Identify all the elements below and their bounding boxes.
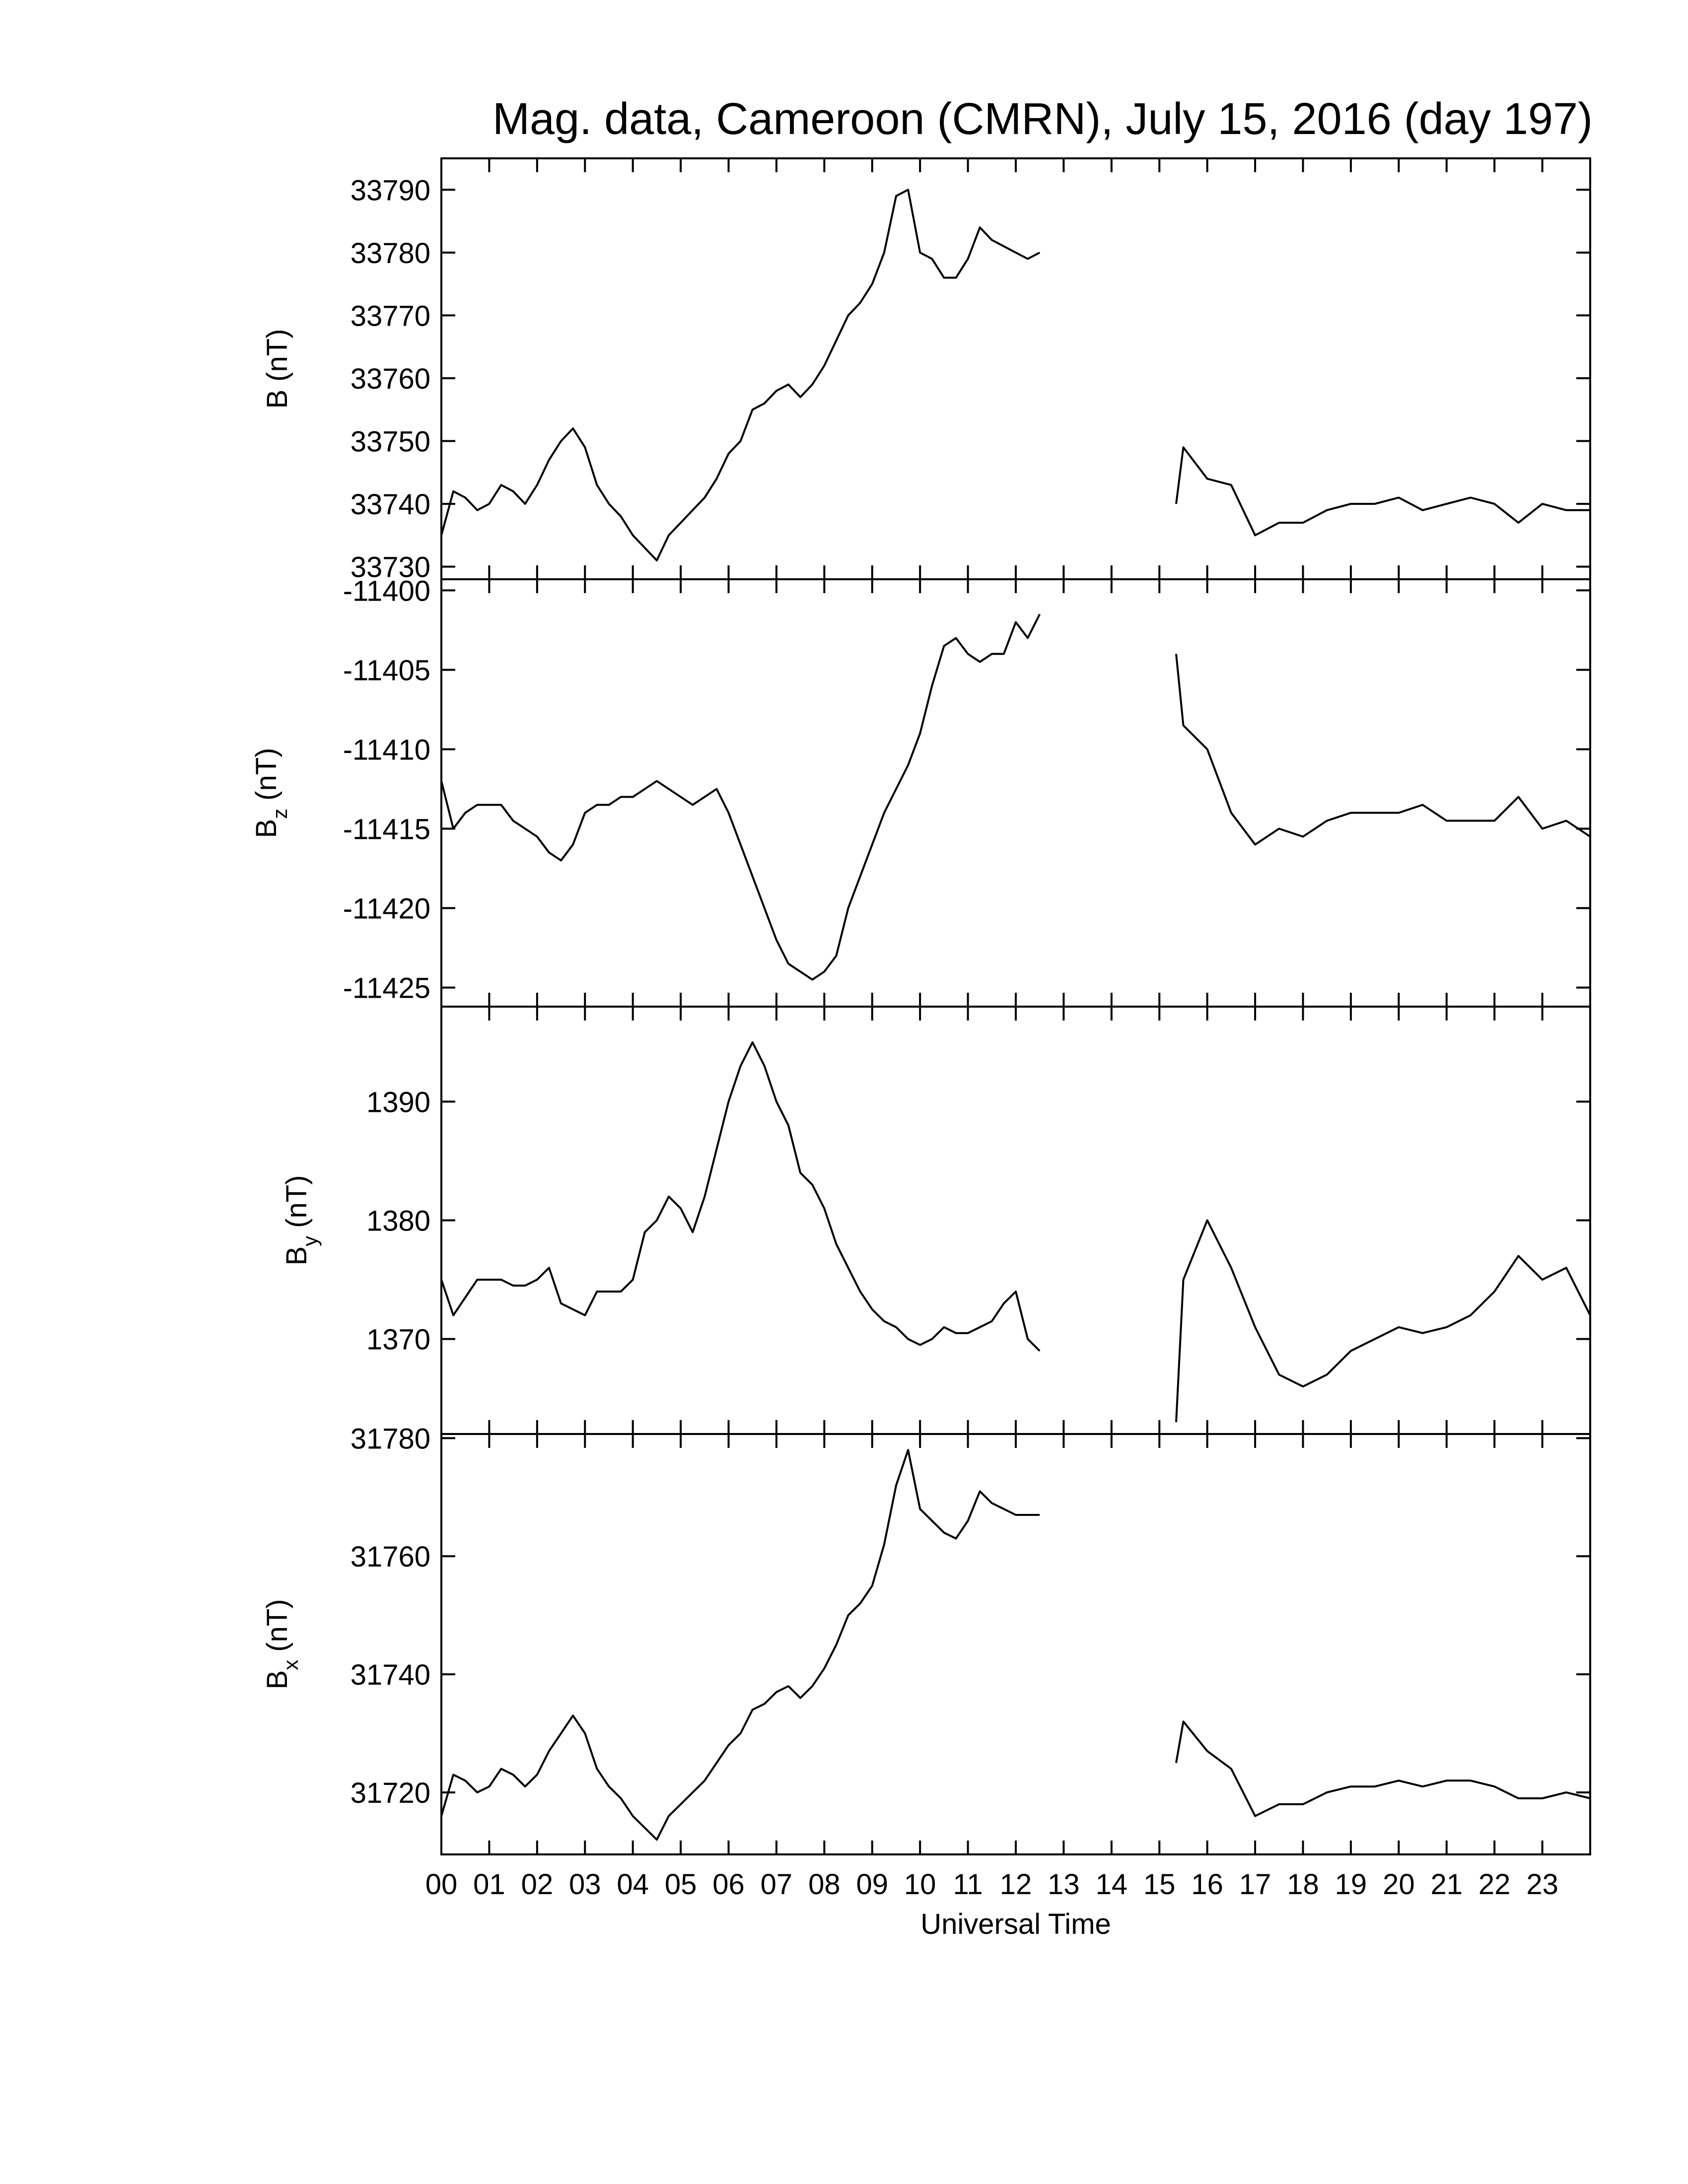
y-axis-label: B (nT) xyxy=(261,329,293,409)
y-label-symbol: B xyxy=(261,1670,293,1690)
y-tick-label: 31760 xyxy=(351,1541,430,1573)
x-tick-label: 22 xyxy=(1478,1868,1511,1901)
y-axis-label: By (nT) xyxy=(281,1175,322,1265)
y-tick-label: -11410 xyxy=(343,734,430,766)
x-tick-label: 07 xyxy=(761,1868,793,1901)
data-line xyxy=(440,189,1590,561)
y-label-symbol: B xyxy=(281,1246,313,1266)
x-tick-label: 05 xyxy=(665,1868,697,1901)
x-tick-label: 09 xyxy=(856,1868,888,1901)
x-tick-label: 12 xyxy=(1000,1868,1032,1901)
x-tick-label: 19 xyxy=(1335,1868,1367,1901)
y-axis-label: Bx (nT) xyxy=(261,1599,302,1689)
x-tick-label: 21 xyxy=(1430,1868,1463,1901)
y-label-unit: (nT) xyxy=(281,1175,313,1228)
x-tick-label: 02 xyxy=(521,1868,554,1901)
y-label-unit: (nT) xyxy=(250,748,282,800)
y-label-subscript: x xyxy=(279,1660,302,1670)
x-tick-label: 04 xyxy=(617,1868,649,1901)
y-axis-label: Bz (nT) xyxy=(250,748,291,838)
x-tick-label: 10 xyxy=(904,1868,936,1901)
x-tick-label: 06 xyxy=(712,1868,745,1901)
y-tick-label: -11420 xyxy=(343,893,430,925)
y-label-unit: (nT) xyxy=(261,1599,293,1651)
x-tick-label: 14 xyxy=(1096,1868,1128,1901)
x-tick-label: 03 xyxy=(569,1868,601,1901)
x-tick-label: 01 xyxy=(473,1868,505,1901)
y-label-unit: (nT) xyxy=(261,329,293,381)
y-tick-label: -11400 xyxy=(343,575,430,607)
data-line xyxy=(440,1041,1591,1423)
y-tick-label: 31720 xyxy=(351,1777,430,1809)
y-tick-label: 31780 xyxy=(351,1423,430,1455)
x-tick-label: 13 xyxy=(1048,1868,1080,1901)
x-tick-label: 00 xyxy=(425,1868,458,1901)
x-tick-label: 08 xyxy=(808,1868,841,1901)
x-tick-label: 16 xyxy=(1191,1868,1223,1901)
y-label-subscript: z xyxy=(268,809,291,819)
y-tick-label: 31740 xyxy=(351,1659,430,1691)
x-tick-label: 23 xyxy=(1526,1868,1558,1901)
x-axis-label: Universal Time xyxy=(920,1908,1111,1940)
y-label-symbol: B xyxy=(250,819,282,838)
y-tick-label: 33760 xyxy=(351,363,430,395)
x-tick-label: 11 xyxy=(953,1868,983,1901)
y-tick-label: 1380 xyxy=(366,1205,430,1237)
y-label-subscript: y xyxy=(298,1236,322,1246)
y-tick-label: -11425 xyxy=(343,972,430,1005)
y-label-symbol: B xyxy=(261,390,293,409)
y-tick-label: -11415 xyxy=(343,814,430,846)
x-tick-label: 15 xyxy=(1143,1868,1176,1901)
figure-title: Mag. data, Cameroon (CMRN), July 15, 201… xyxy=(492,94,1593,144)
y-tick-label: 33730 xyxy=(351,551,430,584)
y-tick-label: 33750 xyxy=(351,426,430,458)
x-tick-label: 20 xyxy=(1383,1868,1415,1901)
y-tick-label: 33790 xyxy=(351,174,430,206)
data-line xyxy=(440,614,1591,981)
y-tick-label: 1390 xyxy=(366,1086,430,1118)
x-tick-label: 17 xyxy=(1239,1868,1271,1901)
y-tick-label: 1370 xyxy=(366,1324,430,1356)
y-tick-label: 33770 xyxy=(351,300,430,332)
y-tick-label: 33780 xyxy=(351,237,430,270)
y-tick-label: 33740 xyxy=(351,488,430,521)
y-tick-label: -11405 xyxy=(343,654,430,686)
data-line xyxy=(440,1449,1591,1841)
x-tick-label: 18 xyxy=(1287,1868,1319,1901)
